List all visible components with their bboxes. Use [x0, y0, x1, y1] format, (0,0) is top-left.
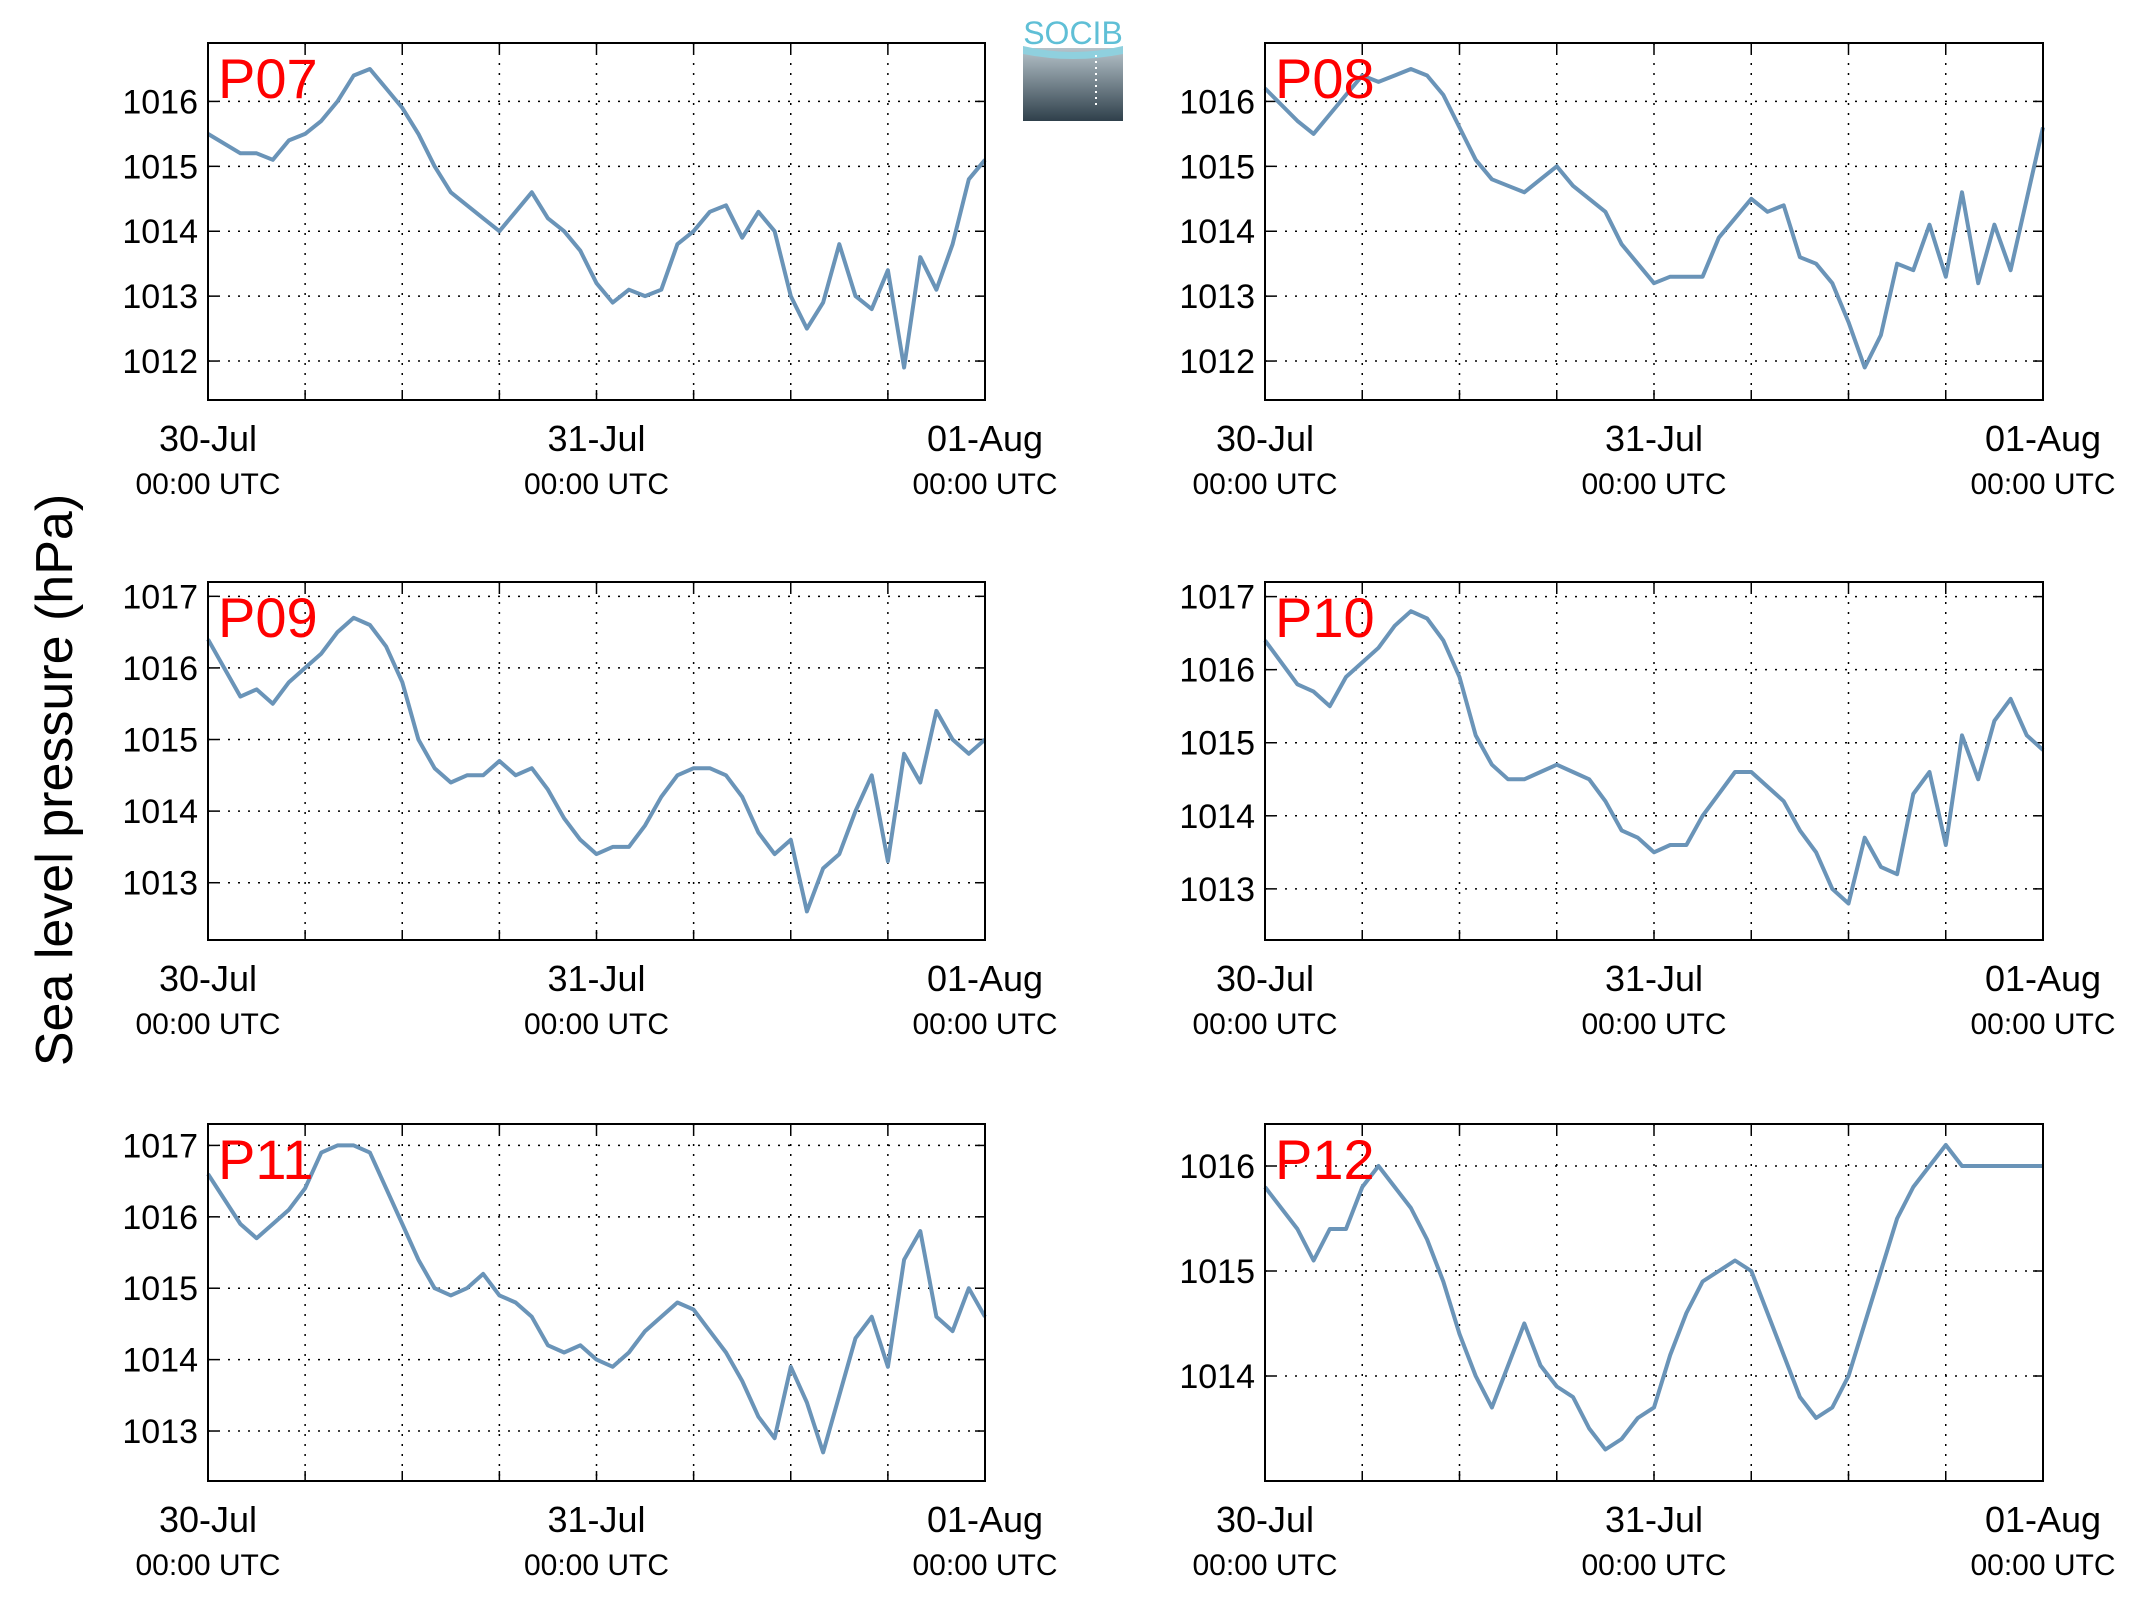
- x-tick-time-label: 00:00 UTC: [135, 468, 280, 501]
- station-label: P08: [1275, 47, 1375, 110]
- y-tick-label: 1015: [122, 722, 198, 760]
- x-tick-time-label: 00:00 UTC: [1192, 1008, 1337, 1041]
- station-label: P12: [1275, 1128, 1375, 1191]
- y-tick-label: 1013: [122, 865, 198, 903]
- x-tick-time-label: 00:00 UTC: [912, 1008, 1057, 1041]
- station-label: P10: [1275, 586, 1375, 649]
- y-tick-label: 1016: [122, 1199, 198, 1237]
- x-tick-label: 01-Aug: [1985, 418, 2101, 459]
- y-tick-label: 1013: [122, 1413, 198, 1451]
- x-tick-time-label: 00:00 UTC: [524, 1008, 669, 1041]
- x-tick-time-label: 00:00 UTC: [135, 1549, 280, 1582]
- series-line-p12: [1263, 1143, 2043, 1452]
- x-tick-time-label: 00:00 UTC: [524, 1549, 669, 1582]
- x-tick-label: 01-Aug: [1985, 1499, 2101, 1540]
- y-tick-label: 1013: [1179, 871, 1255, 909]
- x-tick-label: 30-Jul: [1216, 1499, 1314, 1540]
- x-tick-label: 31-Jul: [547, 418, 645, 459]
- y-axis-label: Sea level pressure (hPa): [26, 494, 84, 1066]
- panel-p07: 1012 1013 1014 1015 1016 30-Jul 00:00 UTC 31-Ju…: [122, 42, 1058, 501]
- axes-frame: [207, 42, 986, 401]
- series-line-p08: [1263, 67, 2045, 370]
- x-tick-label: 31-Jul: [1605, 958, 1703, 999]
- x-tick-time-label: 00:00 UTC: [135, 1008, 280, 1041]
- y-tick-label: 1016: [1179, 83, 1255, 121]
- y-tick-label: 1015: [1179, 148, 1255, 186]
- y-tick-label: 1016: [122, 83, 198, 121]
- x-tick-time-label: 00:00 UTC: [1192, 1549, 1337, 1582]
- x-tick-label: 31-Jul: [547, 958, 645, 999]
- x-tick-time-label: 00:00 UTC: [1581, 1549, 1726, 1582]
- axes-frame: [1264, 42, 2044, 401]
- x-tick-time-label: 00:00 UTC: [1970, 1008, 2115, 1041]
- panel-p08: 1012 1013 1014 1015 1016 30-Jul 00:00 UTC 31-Ju…: [1179, 42, 2116, 501]
- y-tick-label: 1014: [122, 793, 198, 831]
- y-tick-label: 1017: [122, 578, 198, 616]
- y-tick-label: 1014: [1179, 1358, 1255, 1396]
- axes-frame: [1264, 1123, 2044, 1482]
- x-tick-time-label: 00:00 UTC: [912, 468, 1057, 501]
- axes-frame: [1264, 581, 2044, 941]
- x-tick-label: 01-Aug: [1985, 958, 2101, 999]
- x-tick-label: 01-Aug: [927, 958, 1043, 999]
- y-tick-label: 1016: [122, 650, 198, 688]
- x-tick-label: 30-Jul: [159, 418, 257, 459]
- y-tick-label: 1015: [122, 148, 198, 186]
- x-tick-label: 30-Jul: [159, 958, 257, 999]
- y-tick-label: 1013: [1179, 278, 1255, 316]
- series-line-p10: [1263, 609, 2045, 906]
- socib-logo: SOCIB: [1023, 15, 1123, 121]
- station-label: P11: [218, 1128, 313, 1191]
- x-tick-label: 31-Jul: [547, 1499, 645, 1540]
- x-tick-time-label: 00:00 UTC: [1581, 1008, 1726, 1041]
- x-tick-label: 30-Jul: [159, 1499, 257, 1540]
- y-tick-label: 1017: [1179, 579, 1255, 617]
- axes-frame: [207, 581, 986, 941]
- y-tick-label: 1015: [122, 1270, 198, 1308]
- series-line-p11: [206, 1143, 987, 1455]
- panel-p11: 1013 1014 1015 1016 1017 30-Jul 00:00 UTC 31-Ju…: [122, 1123, 1058, 1582]
- x-tick-time-label: 00:00 UTC: [1192, 468, 1337, 501]
- x-tick-label: 01-Aug: [927, 1499, 1043, 1540]
- x-tick-label: 30-Jul: [1216, 958, 1314, 999]
- series-line-p07: [206, 67, 987, 370]
- station-label: P07: [218, 47, 318, 110]
- x-tick-time-label: 00:00 UTC: [1970, 468, 2115, 501]
- x-tick-time-label: 00:00 UTC: [912, 1549, 1057, 1582]
- logo-text: SOCIB: [1023, 15, 1123, 51]
- panel-p09: 1013 1014 1015 1016 1017 30-Jul 00:00 UTC 31-Ju…: [122, 578, 1057, 1041]
- x-tick-label: 31-Jul: [1605, 1499, 1703, 1540]
- x-tick-time-label: 00:00 UTC: [1581, 468, 1726, 501]
- x-tick-label: 31-Jul: [1605, 418, 1703, 459]
- y-tick-label: 1014: [1179, 798, 1255, 836]
- y-tick-label: 1012: [122, 343, 198, 381]
- y-tick-label: 1012: [1179, 343, 1255, 381]
- station-label: P09: [218, 586, 318, 649]
- x-tick-label: 01-Aug: [927, 418, 1043, 459]
- axes-frame: [207, 1123, 986, 1482]
- y-tick-label: 1014: [122, 213, 198, 251]
- x-tick-time-label: 00:00 UTC: [1970, 1549, 2115, 1582]
- y-tick-label: 1015: [1179, 725, 1255, 763]
- y-tick-label: 1016: [1179, 652, 1255, 690]
- y-tick-label: 1016: [1179, 1148, 1255, 1186]
- chart-panels: 1012 1013 1014 1015 1016 30-Jul 00:00 UTC 31-Ju…: [122, 42, 2116, 1582]
- y-tick-label: 1013: [122, 278, 198, 316]
- panel-p12: 1014 1015 1016 30-Jul 00:00 UTC 31-Jul 00:00 U…: [1179, 1123, 2116, 1582]
- y-tick-label: 1017: [122, 1127, 198, 1165]
- y-tick-label: 1014: [122, 1342, 198, 1380]
- y-tick-label: 1014: [1179, 213, 1255, 251]
- x-tick-label: 30-Jul: [1216, 418, 1314, 459]
- series-line-p09: [206, 615, 987, 914]
- y-tick-label: 1015: [1179, 1253, 1255, 1291]
- panel-p10: 1013 1014 1015 1016 1017 30-Jul 00:00 UTC 31-Ju…: [1179, 579, 2115, 1041]
- x-tick-time-label: 00:00 UTC: [524, 468, 669, 501]
